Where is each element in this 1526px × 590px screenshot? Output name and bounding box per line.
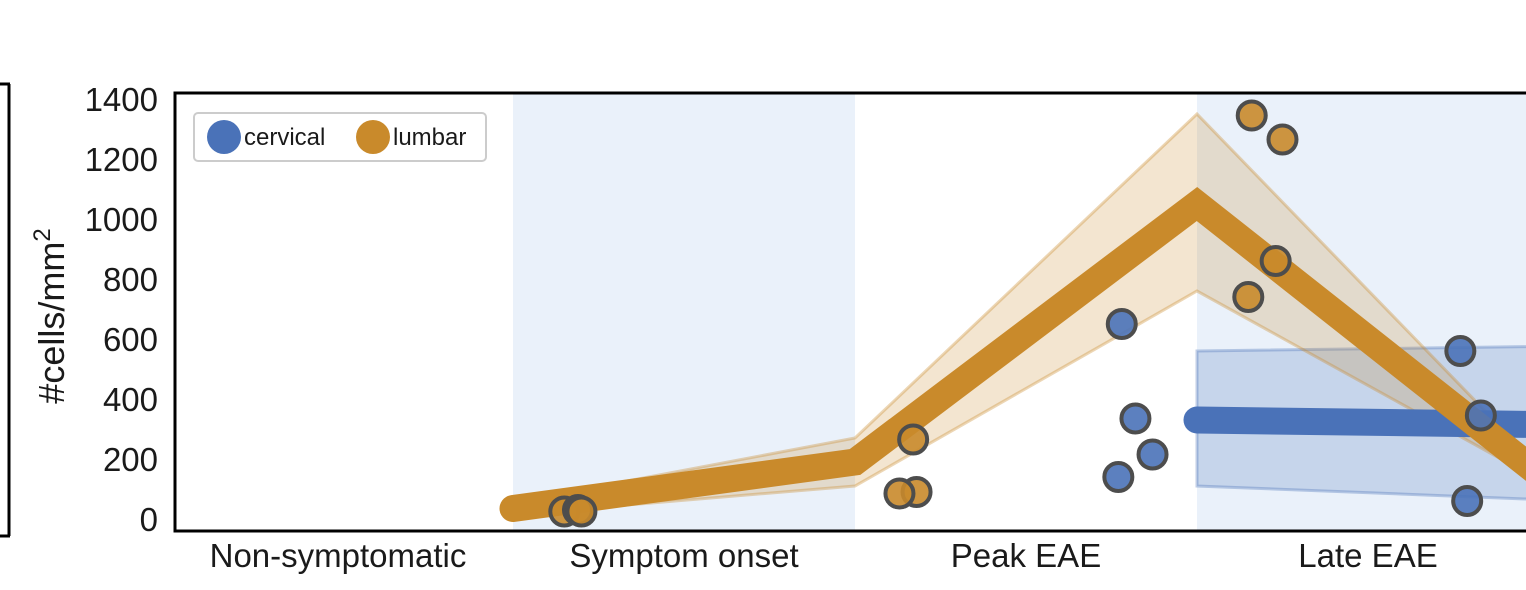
cervical-point-3 — [1102, 461, 1135, 493]
cervical-point-6 — [1451, 485, 1484, 517]
y-axis-ticks: 0 200 400 600 800 1000 1200 1400 — [85, 81, 158, 538]
cervical-point-4 — [1444, 335, 1477, 367]
y-tick-label-1400: 1400 — [85, 81, 158, 118]
x-tick-label-symptom-onset: Symptom onset — [569, 537, 798, 574]
cervical-point-2 — [1136, 438, 1169, 471]
cervical-point-0 — [1105, 308, 1138, 340]
x-axis-ticks: Non-symptomatic Symptom onset Peak EAE Late… — [210, 537, 1438, 574]
y-tick-label-200: 200 — [103, 441, 158, 478]
y-axis-title-text: #cells/mm — [31, 242, 72, 404]
cervical-point-1 — [1119, 402, 1152, 435]
legend-box — [193, 112, 487, 162]
plot-frame — [173, 91, 1526, 533]
y-tick-label-800: 800 — [103, 261, 158, 298]
y-tick-label-600: 600 — [103, 321, 158, 358]
legend-label-cervical: cervical — [244, 124, 325, 151]
lumbar-point-5 — [883, 477, 916, 510]
lumbar-point-8 — [1259, 245, 1292, 277]
legend-label-lumbar: lumbar — [393, 124, 466, 151]
x-tick-label-late-eae: Late EAE — [1298, 537, 1437, 574]
legend-marker-cervical — [207, 120, 241, 154]
lumbar-point-6 — [1235, 99, 1268, 132]
x-tick-label-non-symptomatic: Non-symptomatic — [210, 537, 467, 574]
y-axis-title-superscript: 2 — [29, 228, 56, 241]
y-axis-title: #cells/mm2 — [29, 228, 72, 403]
lumbar-point-7 — [1266, 123, 1299, 156]
lumbar-point-2 — [565, 495, 598, 528]
data-points — [548, 99, 1497, 528]
y-tick-label-0: 0 — [140, 501, 158, 538]
lumbar-mean-line — [499, 186, 1526, 522]
legend: cervical lumbar — [193, 112, 487, 162]
y-tick-label-1000: 1000 — [85, 201, 158, 238]
lumbar-point-3 — [897, 423, 930, 456]
y-tick-label-400: 400 — [103, 381, 158, 418]
lumbar-point-9 — [1232, 281, 1265, 313]
x-tick-label-peak-eae: Peak EAE — [951, 537, 1101, 574]
cervical-point-5 — [1464, 399, 1497, 432]
legend-marker-lumbar — [356, 120, 390, 154]
y-tick-label-1200: 1200 — [85, 141, 158, 178]
